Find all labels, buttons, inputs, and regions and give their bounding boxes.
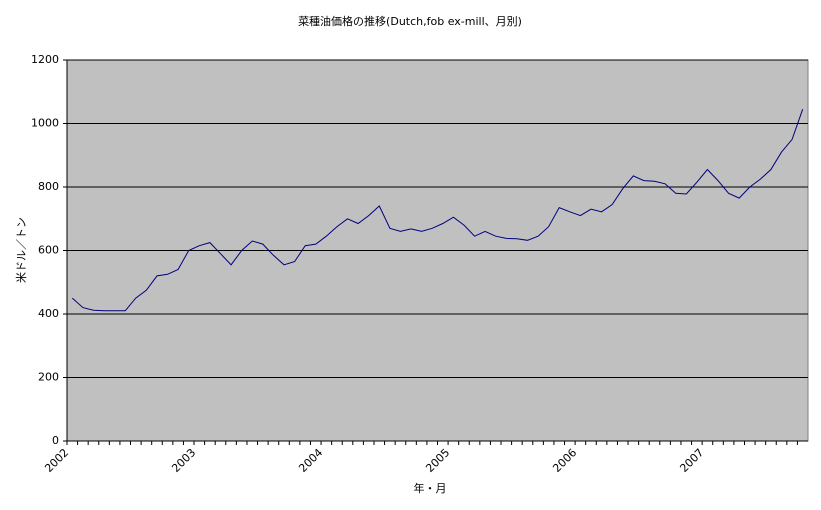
y-tick-label: 0 xyxy=(52,434,59,447)
x-tick-label: 2005 xyxy=(423,446,452,475)
x-tick-label: 2003 xyxy=(169,446,198,475)
x-tick-label: 2007 xyxy=(677,446,706,475)
x-tick-label: 2002 xyxy=(42,446,71,475)
x-axis-label: 年・月 xyxy=(414,481,447,495)
y-tick-label: 200 xyxy=(38,371,59,384)
y-tick-label: 600 xyxy=(38,244,59,257)
y-axis-label: 米ドル／トン xyxy=(15,217,28,283)
chart-title: 菜種油価格の推移(Dutch,fob ex-mill、月別) xyxy=(298,14,522,28)
x-tick-label: 2006 xyxy=(550,446,579,475)
x-tick-label: 2004 xyxy=(296,446,325,475)
y-tick-label: 1200 xyxy=(31,53,59,66)
y-tick-label: 1000 xyxy=(31,117,59,130)
y-tick-label: 800 xyxy=(38,180,59,193)
y-tick-label: 400 xyxy=(38,307,59,320)
series-line xyxy=(71,109,804,312)
